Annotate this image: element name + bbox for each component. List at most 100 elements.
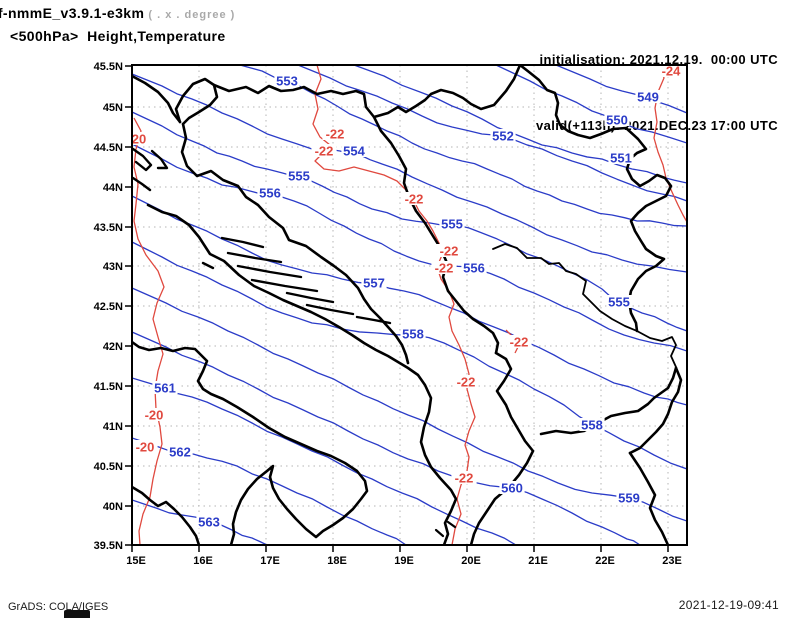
coast-border-line	[305, 303, 355, 316]
y-axis-label: 43N	[103, 261, 123, 273]
coast-border-line	[434, 528, 445, 538]
coast-border-line	[132, 176, 152, 192]
height-label: 555	[608, 295, 630, 310]
height-label-bg	[461, 261, 487, 274]
model-title: rf-nmmE_v3.9.1-e3km ( . x . degree )	[0, 5, 235, 21]
height-label: 560	[501, 481, 523, 496]
height-contour-557	[132, 195, 687, 406]
temp-label-bg	[436, 244, 462, 257]
coast-border-line	[132, 340, 369, 545]
temp-label-bg	[311, 144, 337, 157]
temp-label: -20	[145, 408, 164, 423]
coast-border-line	[132, 74, 182, 124]
height-contour-559	[132, 287, 687, 522]
temp-label: -22	[510, 335, 529, 350]
axes: 45.5N 45N 44.5N 44N 43.5N 43N 42.5N 42N 41.5N 41N…	[94, 61, 682, 567]
x-axis-label: 20E	[461, 555, 481, 567]
model-resolution-note: ( . x . degree )	[144, 9, 236, 21]
coast-border-line	[132, 485, 201, 545]
coast-border-line	[250, 278, 319, 293]
y-axis-label: 41.5N	[94, 381, 123, 393]
coast-border-line	[180, 122, 410, 365]
height-label-bg	[604, 113, 630, 126]
height-contour-554	[132, 73, 687, 273]
map-frame	[131, 64, 688, 546]
height-label: 556	[259, 186, 281, 201]
height-label-bg	[635, 90, 661, 103]
height-contour-550	[495, 65, 687, 144]
height-label: 552	[492, 129, 514, 144]
x-axis-label: 17E	[260, 555, 280, 567]
height-contour-560	[132, 331, 641, 545]
coast-border-line	[220, 236, 265, 249]
run-info: initialisation: 2021.12.19. 00:00 UTC va…	[536, 5, 778, 159]
height-label: 557	[363, 276, 385, 291]
x-axis-label: 22E	[595, 555, 615, 567]
height-label: 561	[154, 381, 176, 396]
coast-border-line	[285, 291, 335, 304]
temp-label-bg	[431, 261, 457, 274]
render-timestamp: 2021-12-19-09:41	[678, 598, 779, 612]
bottom-left-dark-bar	[64, 610, 90, 618]
height-label-bg	[167, 445, 193, 458]
height-label-bg	[499, 481, 525, 494]
y-axis-label: 39.5N	[94, 540, 123, 552]
height-label-bg	[490, 129, 516, 142]
height-label: 562	[169, 445, 191, 460]
height-label: 550	[606, 113, 628, 128]
x-axis-label: 21E	[528, 555, 548, 567]
temp-label: -22	[315, 144, 334, 159]
y-axis-label: 45N	[103, 102, 123, 114]
height-label-bg	[196, 515, 222, 528]
height-contour-556	[132, 143, 687, 352]
height-label-bg	[286, 169, 312, 182]
temp-label-bg	[132, 132, 148, 145]
model-name: rf-nmmE_v3.9.1-e3km	[0, 5, 145, 21]
y-axis-label: 42.5N	[94, 301, 123, 313]
height-label: 558	[581, 418, 603, 433]
temp-contours	[133, 65, 687, 545]
chart-title: <500hPa> Height,Temperature	[10, 28, 226, 44]
y-axis-label: 45.5N	[94, 61, 123, 73]
height-label-bg	[400, 327, 426, 340]
temp-labels: -24 20 -22 -22 -22 -22 -22 -22 -22 -20 -20 -22	[132, 65, 684, 486]
height-contour-558	[132, 241, 687, 470]
height-contour-555	[132, 111, 687, 332]
height-label: 559	[618, 491, 640, 506]
x-axis-label: 15E	[126, 555, 146, 567]
coast-border-line	[539, 366, 678, 436]
height-label: 563	[198, 515, 220, 530]
temp-label: -22	[440, 244, 459, 259]
height-contour-551	[353, 65, 687, 184]
coast-border-line	[212, 65, 522, 119]
y-axis-label: 41N	[103, 421, 123, 433]
grads-credit: GrADS: COLA/IGES	[8, 601, 109, 613]
height-label-bg	[341, 144, 367, 157]
temp-label: -22	[457, 375, 476, 390]
coast-border-line	[132, 147, 153, 172]
height-label: 558	[402, 327, 424, 342]
height-label-bg	[439, 217, 465, 230]
temp-label-bg	[322, 127, 348, 140]
height-contour-549	[555, 65, 687, 114]
init-time: initialisation: 2021.12.19. 00:00 UTC	[539, 52, 778, 67]
coast-border-line	[226, 251, 283, 264]
coast-border-line	[492, 243, 677, 368]
y-axis-label: 43.5N	[94, 222, 123, 234]
height-label-bg	[257, 186, 283, 199]
coast-border-line	[469, 351, 535, 545]
coast-border-line	[236, 264, 303, 279]
x-axis-label: 23E	[662, 555, 682, 567]
coast-border-line	[628, 366, 683, 455]
geography-lines	[132, 65, 683, 545]
temp-label-bg	[401, 192, 427, 205]
height-contour-553	[239, 65, 687, 227]
height-label: 553	[276, 74, 298, 89]
height-label-bg	[606, 295, 632, 308]
x-axis-label: 19E	[394, 555, 414, 567]
y-axis-label: 44N	[103, 182, 123, 194]
height-label-bg	[608, 151, 634, 164]
height-label: 551	[610, 151, 632, 166]
y-axis-label: 40N	[103, 501, 123, 513]
temp-contour--20	[133, 117, 165, 545]
